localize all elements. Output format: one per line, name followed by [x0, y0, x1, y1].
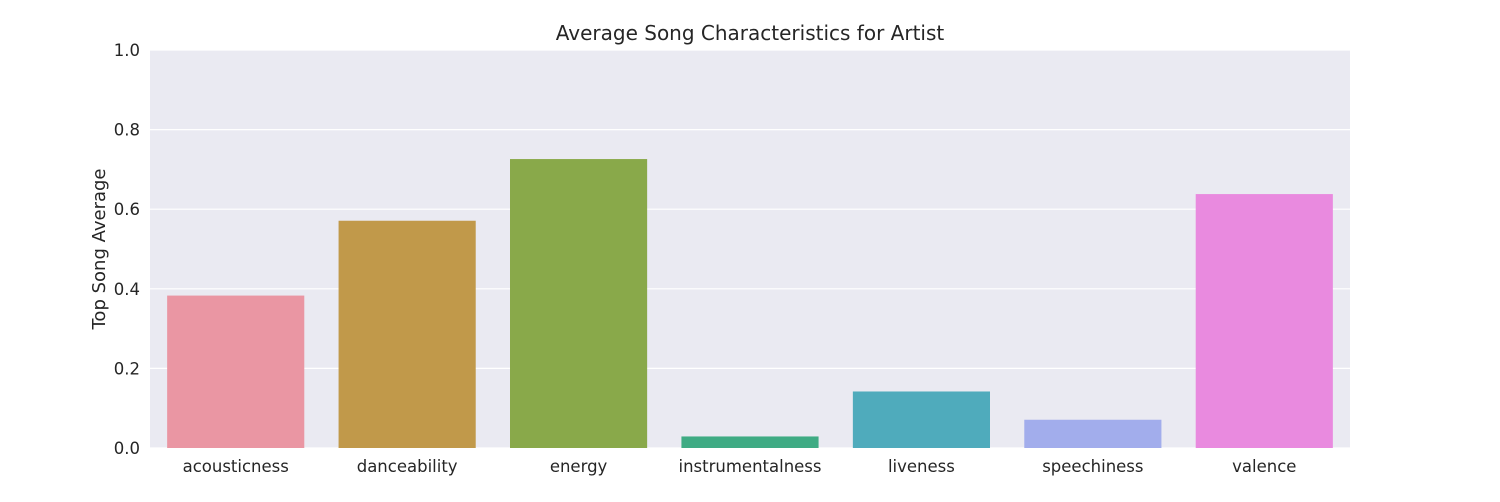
y-tick-labels: 0.0 0.2 0.4 0.6 0.8 1.0 [114, 41, 140, 458]
bar-valence [1195, 194, 1333, 448]
x-tick-label: speechiness [1042, 457, 1143, 476]
y-tick-label: 0.2 [114, 359, 140, 378]
y-axis-label: Top Song Average [89, 168, 110, 330]
x-tick-label: energy [550, 457, 608, 476]
y-tick-label: 0.8 [114, 121, 140, 140]
y-tick-label: 0.0 [114, 439, 140, 458]
x-tick-label: danceability [357, 457, 458, 476]
plot-background [150, 50, 1350, 448]
x-tick-label: acousticness [183, 457, 289, 476]
y-tick-label: 0.4 [114, 280, 140, 299]
y-tick-label: 0.6 [114, 200, 140, 219]
bar-speechiness [1024, 419, 1162, 448]
bar-liveness [852, 391, 990, 448]
bar-instrumentalness [681, 436, 819, 448]
bar-acousticness [167, 295, 305, 448]
bar-energy [510, 159, 648, 448]
x-tick-label: liveness [888, 457, 955, 476]
y-tick-label: 1.0 [114, 41, 140, 60]
x-tick-label: valence [1232, 457, 1296, 476]
bar-danceability [338, 220, 476, 448]
x-tick-labels: acousticness danceability energy instrument… [183, 457, 1297, 476]
chart-title: Average Song Characteristics for Artist [556, 21, 945, 45]
x-tick-label: instrumentalness [679, 457, 822, 476]
bars [167, 159, 1333, 448]
